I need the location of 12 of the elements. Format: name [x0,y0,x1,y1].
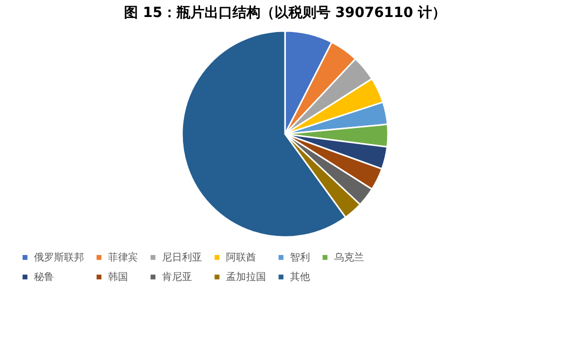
legend-label: 其他 [290,271,310,283]
legend-label: 阿联酋 [226,251,256,264]
legend-label: 菲律宾 [108,251,138,264]
legend-label: 智利 [290,251,310,264]
legend-label: 尼日利亚 [162,251,202,264]
legend-label: 俄罗斯联邦 [34,251,84,264]
chart-title: 图 15：瓶片出口结构（以税则号 39076110 计） [124,4,446,21]
legend-label: 秘鲁 [34,271,54,283]
legend-label: 韩国 [108,271,128,283]
legend-label: 乌克兰 [334,251,364,264]
legend-label: 孟加拉国 [226,271,266,283]
legend-label: 肯尼亚 [162,271,192,283]
